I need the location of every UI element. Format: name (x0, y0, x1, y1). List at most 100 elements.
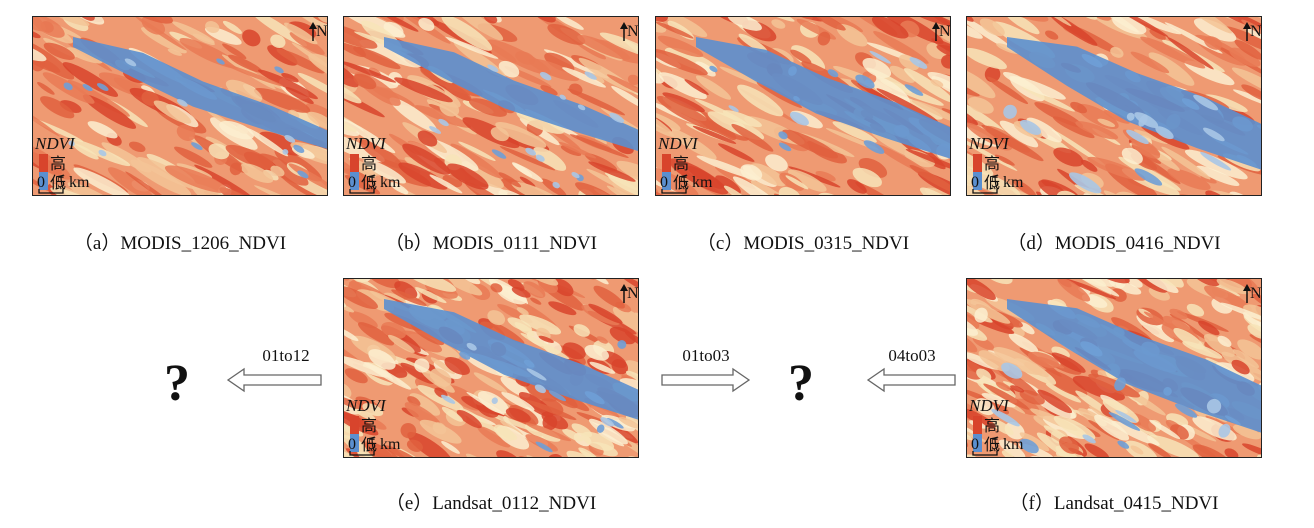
water-patch (1020, 119, 1042, 135)
map-texture (727, 17, 762, 31)
map-texture (519, 176, 536, 188)
map-texture (967, 84, 980, 97)
scale-start: 0 (37, 174, 45, 191)
map-texture (1057, 279, 1091, 302)
map-texture (415, 287, 447, 304)
map-texture (50, 187, 111, 195)
map-texture (1245, 26, 1261, 41)
map-texture (344, 114, 357, 132)
legend-high-swatch (662, 154, 671, 172)
map-texture (453, 17, 504, 41)
map-texture (458, 141, 496, 161)
map-texture (439, 100, 460, 117)
map-texture (1096, 17, 1139, 33)
map-texture (389, 97, 437, 132)
map-texture (983, 383, 1030, 410)
map-texture (1198, 320, 1220, 336)
map-texture (666, 127, 717, 160)
map-texture (225, 144, 275, 170)
map-texture (692, 125, 737, 144)
map-texture (344, 22, 378, 49)
water-body (384, 37, 638, 152)
map-texture (1026, 117, 1062, 143)
legend-high: 高 (984, 417, 1000, 435)
map-texture (501, 391, 535, 411)
map-texture (548, 301, 577, 316)
map-texture (270, 34, 286, 49)
map-texture (359, 139, 403, 169)
legend-title: NDVI (657, 134, 699, 153)
ndvi-panel: NDVI 高低 0 5 km N (343, 278, 639, 458)
map-texture (817, 31, 831, 46)
map-texture (911, 100, 950, 127)
map-texture (242, 29, 261, 47)
map-texture (344, 333, 362, 364)
panel-caption: （d）MODIS_0416_NDVI (1007, 233, 1221, 254)
map-texture (765, 154, 788, 172)
north-arrow-head (309, 22, 317, 29)
map-texture (33, 17, 65, 38)
water-patch (548, 390, 567, 402)
water-patch (827, 69, 839, 78)
water-patch (1174, 403, 1198, 418)
map-texture (344, 17, 406, 38)
map-texture (936, 44, 950, 63)
map-texture (567, 88, 626, 116)
map-texture (562, 342, 586, 360)
ndvi-map: NDVI 高低0 5 km N (33, 17, 327, 195)
water-patch (191, 142, 203, 150)
map-texture (511, 181, 565, 195)
water-patch (1069, 172, 1102, 194)
map-texture (43, 42, 75, 60)
map-texture (979, 18, 1005, 37)
map-texture (1004, 421, 1025, 440)
map-texture (541, 411, 569, 430)
map-texture (625, 414, 638, 435)
map-texture (344, 327, 359, 342)
map-texture (530, 297, 542, 305)
map-texture (208, 143, 230, 160)
map-texture (607, 172, 638, 195)
map-texture (1071, 279, 1120, 297)
map-texture (523, 281, 546, 298)
map-texture (368, 349, 396, 370)
map-texture (967, 325, 978, 353)
map-texture (562, 428, 583, 442)
map-texture (1161, 146, 1211, 180)
map-texture (1247, 324, 1261, 340)
map-texture (828, 17, 863, 32)
map-texture (344, 381, 352, 399)
map-texture (967, 136, 1018, 171)
map-texture (619, 378, 638, 396)
ndvi-panel: NDVI 高低 0 5 km N (966, 278, 1262, 458)
map-texture (254, 185, 314, 195)
scale-end: 5 km (368, 436, 401, 453)
map-texture (487, 310, 506, 326)
map-texture (656, 95, 717, 131)
map-texture (285, 86, 314, 104)
water-patch (284, 134, 296, 143)
scale-end: 5 km (680, 174, 713, 191)
map-texture (37, 81, 55, 95)
map-texture (1070, 101, 1088, 114)
map-texture (383, 445, 419, 457)
map-texture (1119, 17, 1182, 35)
map-texture (417, 385, 464, 411)
map-texture (1193, 18, 1237, 42)
map-texture (307, 111, 327, 130)
map-texture (407, 431, 453, 457)
water-patch (789, 111, 809, 126)
map-texture (389, 182, 409, 195)
scale-bar (972, 451, 998, 456)
map-texture (778, 187, 802, 195)
map-texture (438, 279, 483, 296)
map-texture (344, 120, 360, 137)
water-patch (855, 74, 875, 89)
map-texture (283, 22, 318, 45)
map-texture (344, 118, 396, 154)
water-patch (1080, 341, 1103, 357)
map-texture (316, 17, 327, 23)
transfer-arrow (866, 367, 956, 393)
water-patch (535, 154, 545, 162)
map-texture (417, 130, 438, 147)
